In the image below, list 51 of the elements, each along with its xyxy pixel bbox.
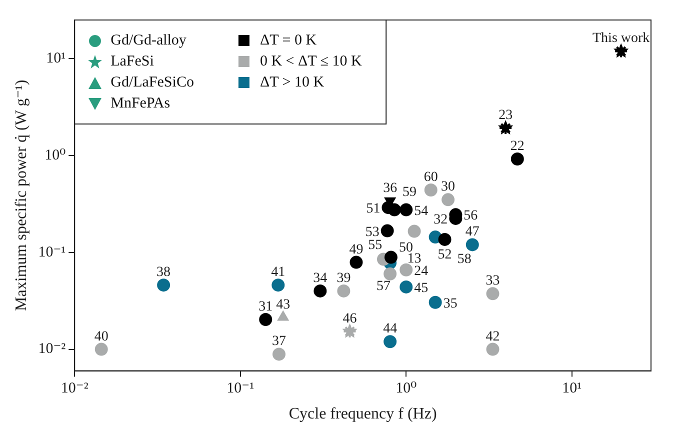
annotation: 54 — [414, 204, 428, 219]
annotation: 58 — [457, 252, 472, 268]
annotation: 31 — [258, 300, 273, 314]
annotation: This work — [592, 31, 650, 46]
annotation: 38 — [156, 265, 171, 280]
annotation: 36 — [383, 180, 398, 196]
annotation: 39 — [336, 270, 351, 286]
annotation: 60 — [424, 170, 438, 186]
x-tick-label: 10⁰ — [396, 380, 417, 397]
annotation: 52 — [438, 247, 452, 262]
annotation: Gd/LaFeSiCo — [110, 74, 194, 90]
annotation: Gd/Gd-alloy — [110, 32, 187, 48]
annotation: 33 — [486, 274, 500, 289]
annotation: 45 — [414, 280, 428, 296]
y-tick-label: 10¹ — [46, 50, 66, 67]
annotation: 42 — [486, 329, 500, 344]
annotation: 24 — [414, 264, 428, 279]
annotation: 37 — [272, 334, 286, 350]
x-tick-label: 10¹ — [562, 380, 582, 397]
x-tick-label: 10⁻² — [60, 380, 89, 397]
annotation: 13 — [407, 251, 422, 266]
annotation: 34 — [313, 270, 328, 286]
annotation: 35 — [443, 296, 458, 312]
x-tick-label: 10⁻¹ — [226, 380, 254, 397]
legend-label: ΔT = 0 K — [260, 32, 317, 48]
annotation: 32 — [434, 212, 448, 228]
annotation: 22 — [510, 138, 524, 154]
annotation: 46 — [342, 311, 357, 326]
y-tick-label: 10⁰ — [44, 147, 66, 164]
y-tick-label: 10⁻² — [38, 341, 66, 358]
annotation: 56 — [464, 208, 478, 224]
annotation: 47 — [465, 224, 480, 240]
annotation: LaFeSi — [110, 53, 154, 70]
annotation: 23 — [498, 108, 513, 124]
annotation: 55 — [368, 238, 382, 253]
annotation: 59 — [402, 184, 416, 200]
legend-label: 0 K < ΔT ≤ 10 K — [260, 53, 362, 70]
annotation: 44 — [383, 322, 398, 337]
annotation: 51 — [366, 202, 380, 217]
x-axis-title: Cycle frequency f (Hz) — [288, 406, 437, 423]
annotation: 41 — [271, 265, 286, 280]
annotation: 43 — [276, 297, 290, 312]
annotation: MnFePAs — [110, 95, 170, 112]
y-axis-title: Maximum specific power q̇ (W g⁻¹) — [12, 80, 30, 311]
annotation: 49 — [349, 242, 364, 258]
annotation: 40 — [94, 329, 108, 344]
annotation: 57 — [376, 279, 390, 294]
legend-label: ΔT > 10 K — [260, 74, 324, 90]
y-tick-label: 10⁻¹ — [38, 244, 66, 260]
annotation: 30 — [441, 180, 456, 195]
annotation: 53 — [365, 224, 380, 240]
